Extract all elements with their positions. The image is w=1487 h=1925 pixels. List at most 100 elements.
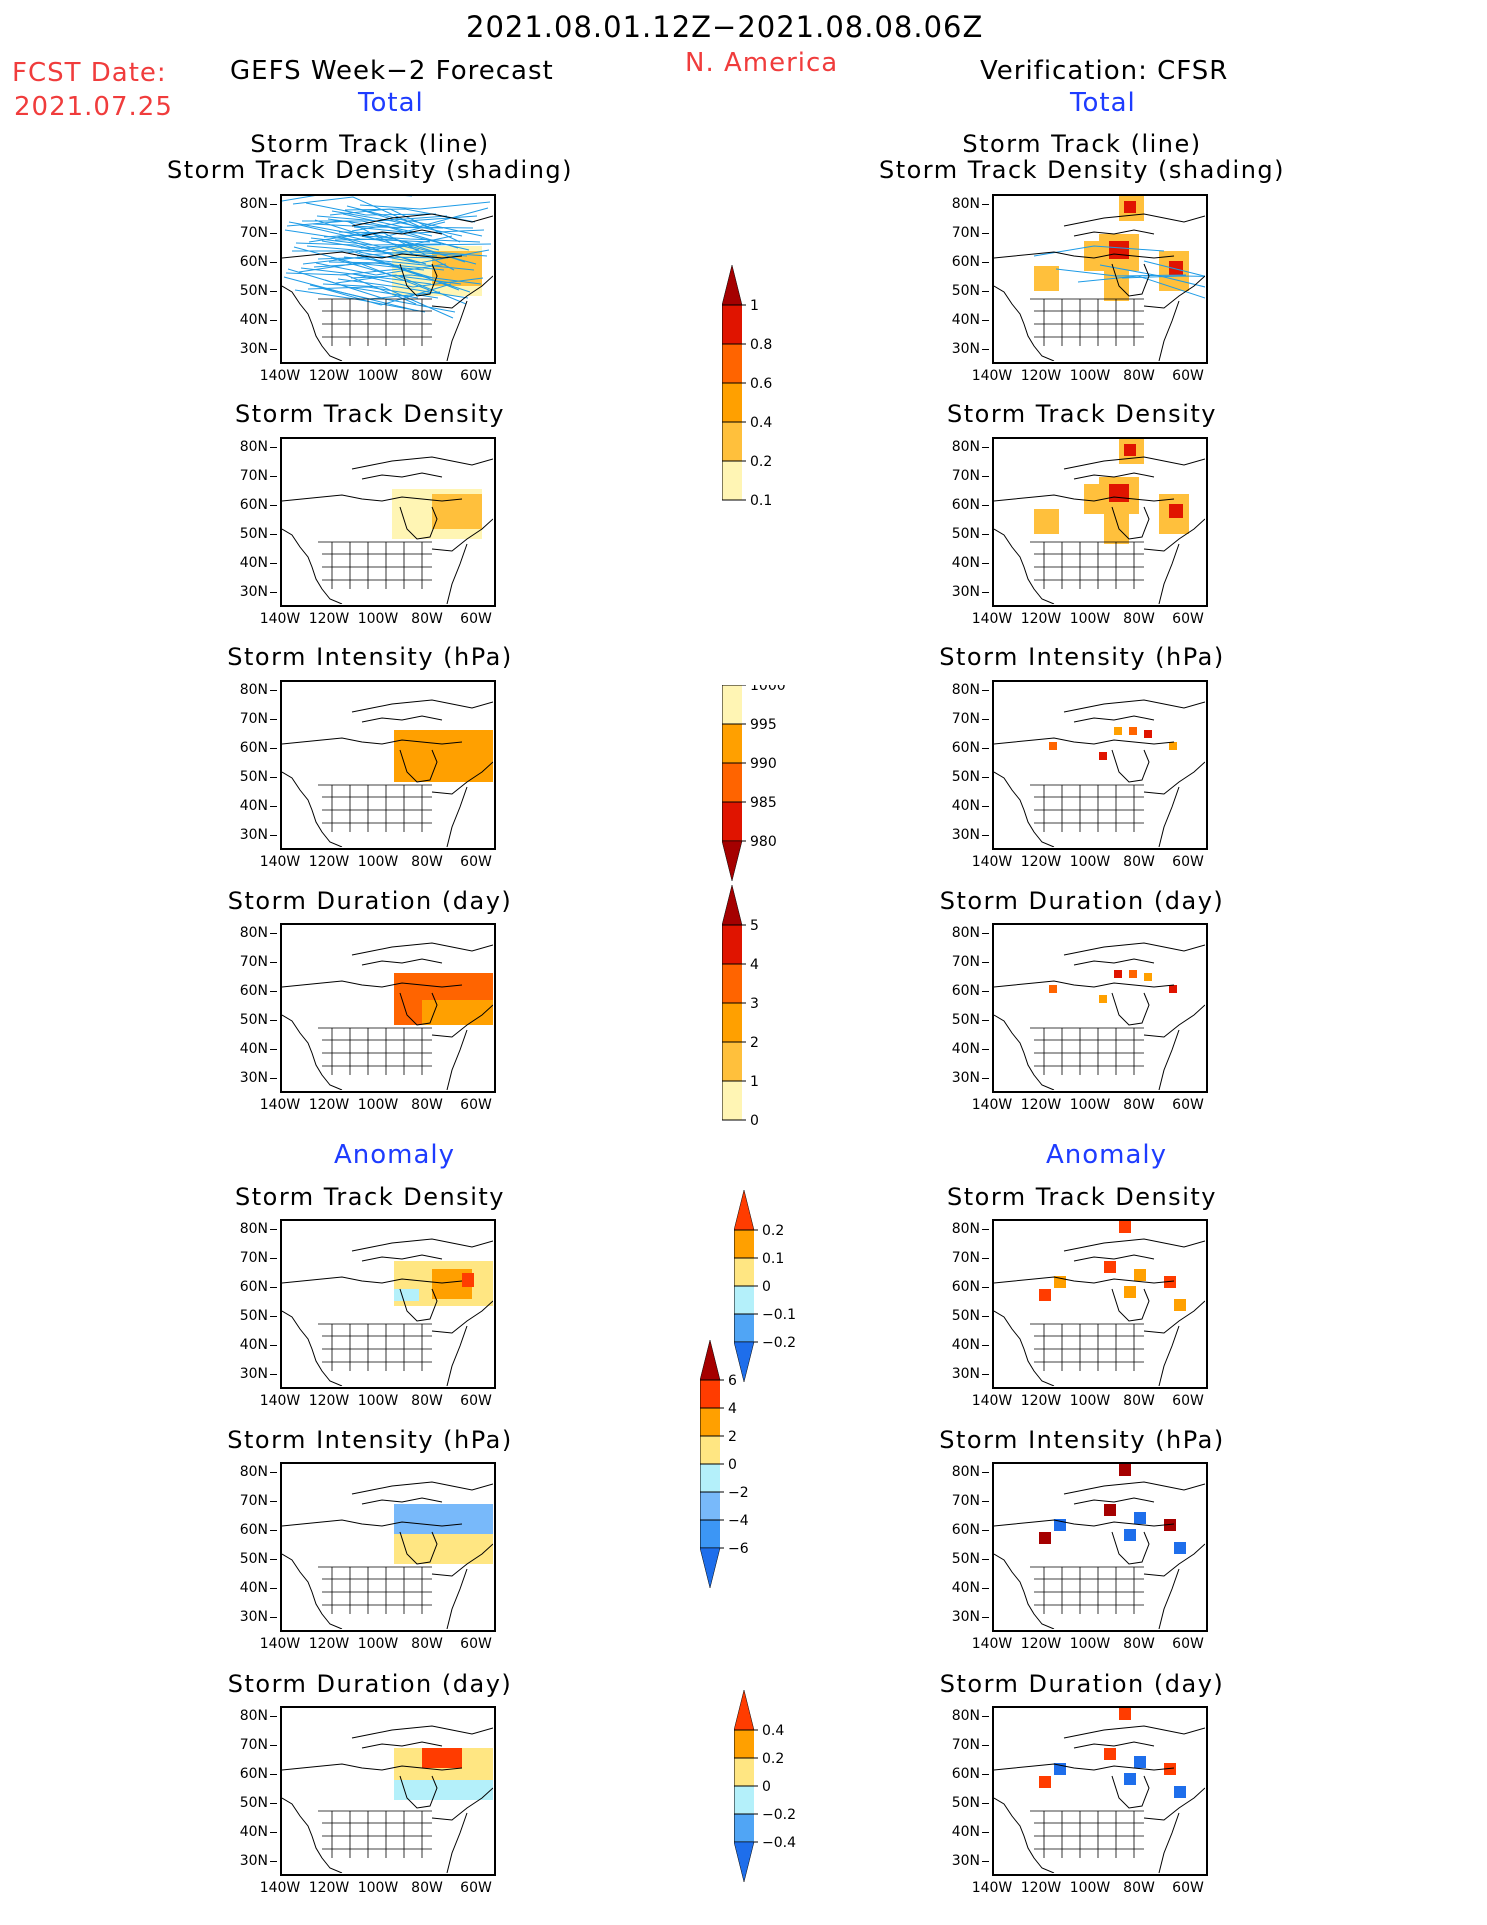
- lon-tick-label: 140W: [971, 1097, 1013, 1113]
- verification-total-label: Total: [1070, 88, 1136, 118]
- verification-anomaly-label: Anomaly: [1046, 1140, 1168, 1170]
- panel-title: Storm Track Density (shading): [878, 156, 1286, 184]
- colorbar-segment: [722, 1081, 742, 1120]
- map-plot: [280, 437, 496, 607]
- lat-tick-label: 80N: [228, 1221, 277, 1237]
- map-plot: [280, 1462, 496, 1632]
- state-borders: [318, 1566, 432, 1614]
- lat-tick-label: 30N: [940, 1070, 989, 1086]
- lon-tick-label: 60W: [460, 854, 492, 870]
- lon-tick-label: 120W: [1020, 1097, 1062, 1113]
- colorbar-segment: [700, 1408, 720, 1436]
- density-shade: [1034, 266, 1059, 291]
- lat-tick-label: 40N: [228, 798, 277, 814]
- state-borders: [318, 1027, 432, 1075]
- anomaly-cell: [1134, 1269, 1146, 1281]
- anomaly-cell: [1119, 1708, 1131, 1720]
- lon-tick-label: 140W: [259, 1393, 301, 1409]
- panel-title: Storm Track Density: [235, 400, 505, 428]
- lat-tick-label: 30N: [228, 1070, 277, 1086]
- lon-tick-label: 60W: [1172, 1097, 1204, 1113]
- colorbar-segment: [700, 1464, 720, 1492]
- anomaly-cell: [1174, 1786, 1186, 1798]
- map-plot: [992, 1462, 1208, 1632]
- colorbar-segment: [734, 1314, 754, 1342]
- lon-tick-label: 60W: [460, 611, 492, 627]
- colorbar-segment: [722, 461, 742, 500]
- state-borders: [1030, 1810, 1144, 1858]
- coastline: [282, 699, 493, 847]
- state-borders: [1030, 541, 1144, 589]
- colorbar-label: −4: [728, 1513, 749, 1529]
- lon-tick-label: 80W: [411, 611, 443, 627]
- lat-tick-label: 60N: [228, 1522, 277, 1538]
- colorbar-label: 0.1: [762, 1251, 784, 1267]
- colorbar-segment: [722, 305, 742, 344]
- lat-tick-label: 50N: [940, 526, 989, 542]
- anomaly-cell: [1039, 1289, 1051, 1301]
- lon-tick-label: 60W: [460, 1393, 492, 1409]
- colorbar-label: 5: [750, 918, 759, 934]
- lat-tick-label: 50N: [940, 769, 989, 785]
- lat-tick-label: 70N: [940, 711, 989, 727]
- panel-title: Storm Duration (day): [227, 887, 513, 915]
- anomaly-shade: [394, 1534, 493, 1564]
- lon-tick-label: 140W: [971, 1636, 1013, 1652]
- anomaly-shade: [394, 1289, 419, 1301]
- value-cell: [1169, 742, 1177, 750]
- lat-tick-label: 70N: [228, 1737, 277, 1753]
- state-borders: [318, 298, 432, 346]
- lat-tick-label: 80N: [228, 682, 277, 698]
- colorbar-segment: [734, 1730, 754, 1758]
- lat-tick-label: 70N: [228, 225, 277, 241]
- state-borders: [1030, 1566, 1144, 1614]
- lon-tick-label: 120W: [308, 1636, 350, 1652]
- colorbar-segment: [722, 802, 742, 841]
- anomaly-shade: [422, 1748, 462, 1768]
- lat-tick-label: 70N: [228, 711, 277, 727]
- value-cell: [1114, 970, 1122, 978]
- lat-tick-label: 50N: [940, 283, 989, 299]
- lon-tick-label: 80W: [411, 854, 443, 870]
- colorbar-label: 2: [750, 1035, 759, 1051]
- lat-tick-label: 30N: [228, 1609, 277, 1625]
- density-shade: [1109, 484, 1129, 502]
- colorbar-label: 2: [728, 1429, 737, 1445]
- colorbar-label: −6: [728, 1541, 749, 1557]
- colorbar-label: −0.4: [762, 1835, 796, 1851]
- lat-tick-label: 40N: [228, 312, 277, 328]
- state-borders: [318, 1323, 432, 1371]
- colorbar-arrow-top: [734, 1690, 755, 1731]
- lat-tick-label: 30N: [228, 1366, 277, 1382]
- anomaly-cell: [1039, 1532, 1051, 1544]
- lon-tick-label: 80W: [411, 1880, 443, 1896]
- map-plot: [992, 194, 1208, 364]
- colorbar-label: 1: [750, 1074, 759, 1090]
- panel-title: Storm Track (line): [250, 130, 490, 158]
- colorbar-label: 0.2: [762, 1223, 784, 1239]
- density-shade: [1124, 444, 1136, 456]
- lat-tick-label: 30N: [940, 584, 989, 600]
- panel-title: Storm Track Density: [947, 1183, 1217, 1211]
- lat-tick-label: 80N: [228, 1708, 277, 1724]
- coastline: [282, 456, 493, 604]
- lon-tick-label: 140W: [259, 1880, 301, 1896]
- intensity-colorbar: 1000 995 990 985 980: [722, 685, 786, 882]
- value-cell: [1099, 995, 1107, 1003]
- forecast-title: GEFS Week−2 Forecast: [230, 56, 554, 86]
- lon-tick-label: 100W: [357, 854, 399, 870]
- lon-tick-label: 140W: [971, 1880, 1013, 1896]
- state-borders: [318, 1810, 432, 1858]
- lon-tick-label: 100W: [357, 611, 399, 627]
- value-cell: [1169, 985, 1177, 993]
- lat-tick-label: 60N: [228, 254, 277, 270]
- lon-tick-label: 60W: [460, 1097, 492, 1113]
- colorbar-label: 0.4: [750, 415, 772, 431]
- coastline: [994, 1481, 1205, 1629]
- map-plot: [992, 680, 1208, 850]
- anomaly-cell: [1124, 1286, 1136, 1298]
- value-shade: [422, 1000, 493, 1025]
- colorbar-segment: [722, 964, 742, 1003]
- lat-tick-label: 80N: [940, 925, 989, 941]
- coastline: [994, 1725, 1205, 1873]
